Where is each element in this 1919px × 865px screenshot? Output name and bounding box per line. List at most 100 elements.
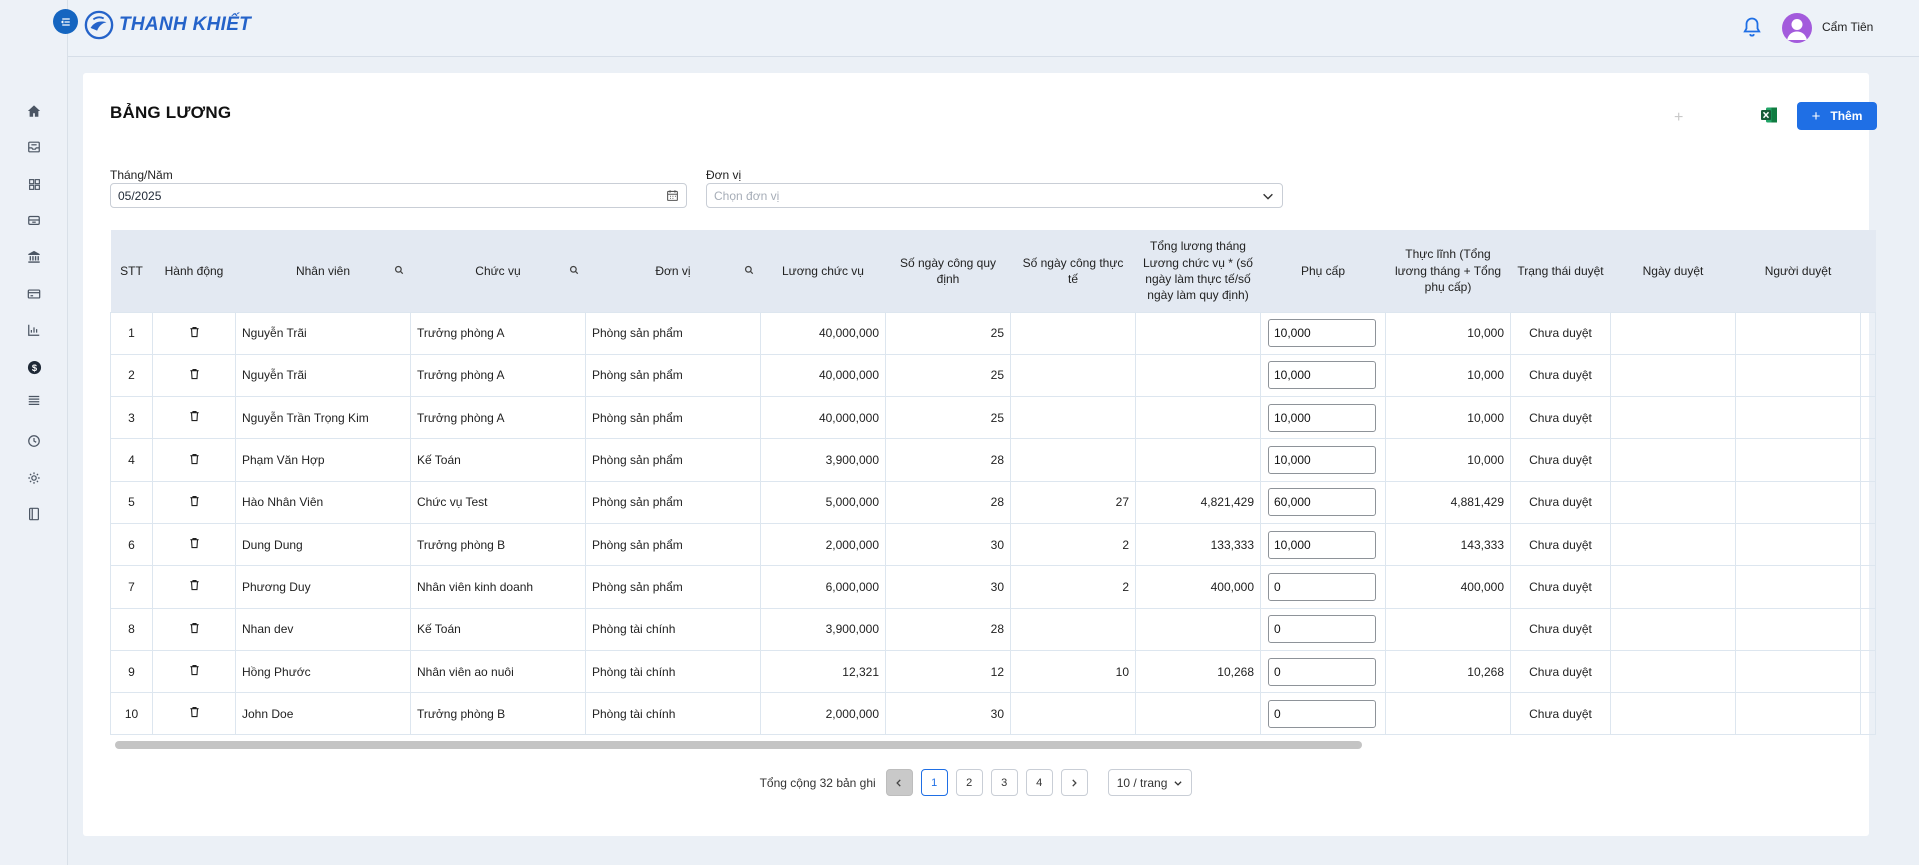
month-picker[interactable]: 05/2025: [110, 183, 687, 208]
layers-icon[interactable]: [25, 391, 43, 409]
column-header: Thực lĩnh (Tổng lương tháng + Tổng phụ c…: [1385, 230, 1511, 312]
card-icon[interactable]: [25, 285, 43, 303]
table-row[interactable]: 2 Nguyễn Trãi Trưởng phòng A Phòng sản phẩm…: [110, 353, 1876, 398]
settings-icon[interactable]: [25, 469, 43, 487]
cell-employee: Nguyễn Trãi: [235, 311, 411, 355]
delete-icon[interactable]: [189, 538, 200, 552]
delete-icon[interactable]: [189, 411, 200, 425]
cell-approver: [1735, 396, 1861, 440]
table-row[interactable]: 3 Nguyễn Trần Trọng Kim Trưởng phòng A Phòn…: [110, 396, 1876, 440]
page-size-select[interactable]: 10 / trang: [1107, 769, 1193, 796]
cell-status: Chưa duyệt: [1510, 353, 1611, 398]
cell-action: [152, 649, 236, 694]
delete-icon[interactable]: [189, 453, 200, 468]
export-excel-button[interactable]: [1760, 106, 1778, 124]
allowance-input[interactable]: [1268, 657, 1376, 686]
month-picker-value: 05/2025: [118, 188, 162, 203]
page-button-1[interactable]: 1: [920, 769, 948, 796]
cell-total: [1135, 396, 1261, 440]
grid-icon[interactable]: [25, 175, 43, 193]
salary-table-container[interactable]: STT Hành động Nhân viên Chức vụ Đơn vị L…: [110, 230, 1876, 757]
delete-icon[interactable]: [189, 368, 200, 383]
cell-action: [152, 522, 236, 567]
cell-days-required: 28: [885, 607, 1011, 651]
logo-mark-icon: [84, 10, 114, 40]
search-icon[interactable]: [569, 263, 579, 279]
plus-icon[interactable]: +: [1674, 109, 1684, 126]
search-icon[interactable]: [394, 263, 404, 279]
brand-logo[interactable]: THANH KHIẾT: [84, 10, 251, 40]
next-page-button[interactable]: [1060, 769, 1088, 796]
calendar-icon: [667, 190, 678, 201]
table-row[interactable]: 4 Phạm Văn Hợp Kế Toán Phòng sản phẩm 3,900,…: [110, 438, 1876, 482]
cell-spacer: [1860, 311, 1876, 355]
table-body: 1 Nguyễn Trãi Trưởng phòng A Phòng sản phẩm…: [110, 311, 1876, 736]
allowance-input[interactable]: [1268, 615, 1376, 644]
cell-employee: John Doe: [235, 692, 411, 736]
allowance-input[interactable]: [1268, 403, 1376, 432]
delete-icon[interactable]: [189, 326, 200, 341]
notification-button[interactable]: [1742, 16, 1762, 41]
username[interactable]: Cẩm Tiên: [1822, 20, 1874, 34]
cell-status: Chưa duyệt: [1510, 311, 1611, 355]
prev-page-button[interactable]: [885, 769, 913, 796]
history-icon[interactable]: [25, 432, 43, 450]
cell-spacer: [1860, 396, 1876, 440]
allowance-input[interactable]: [1268, 488, 1376, 517]
cell-total: [1135, 692, 1261, 736]
cell-employee: Hồng Phước: [235, 649, 411, 694]
inbox-icon[interactable]: [25, 138, 43, 156]
cell-approver: [1735, 565, 1861, 609]
chart-icon[interactable]: [25, 321, 43, 339]
cell-employee: Phạm Văn Hợp: [235, 438, 411, 482]
column-header: Lương chức vụ: [760, 230, 886, 312]
allowance-input[interactable]: [1268, 446, 1376, 475]
column-header-spacer: [1860, 230, 1876, 312]
cell-days-required: 30: [885, 565, 1011, 609]
cell-position: Nhân viên ao nuôi: [410, 649, 586, 694]
page-button-2[interactable]: 2: [955, 769, 983, 796]
column-header: Chức vụ: [410, 230, 586, 312]
box-icon[interactable]: [25, 211, 43, 229]
cell-unit: Phòng sản phẩm: [585, 480, 761, 524]
cell-salary: 2,000,000: [760, 692, 886, 736]
delete-icon[interactable]: [189, 664, 200, 679]
table-row[interactable]: 8 Nhan dev Kế Toán Phòng tài chính 3,900,000…: [110, 607, 1876, 651]
cell-days-actual: [1010, 396, 1136, 440]
allowance-input[interactable]: [1268, 530, 1376, 559]
cell-approved-date: [1610, 311, 1736, 355]
delete-icon[interactable]: [189, 622, 200, 637]
delete-icon[interactable]: [189, 707, 200, 721]
delete-icon[interactable]: [189, 495, 200, 510]
table-row[interactable]: 10 John Doe Trưởng phòng B Phòng tài chính 2…: [110, 692, 1876, 736]
avatar[interactable]: [1782, 13, 1812, 43]
table-row[interactable]: 7 Phương Duy Nhân viên kinh doanh Phòng sản…: [110, 565, 1876, 609]
excel-icon: [1761, 107, 1777, 123]
cell-position: Trưởng phòng A: [410, 353, 586, 398]
page-button-4[interactable]: 4: [1025, 769, 1053, 796]
bank-icon[interactable]: [25, 248, 43, 266]
home-icon[interactable]: [25, 102, 43, 120]
cell-allowance: [1260, 522, 1386, 567]
horizontal-scrollbar[interactable]: [115, 741, 1362, 749]
sidebar-toggle-button[interactable]: [53, 9, 78, 34]
table-row[interactable]: 1 Nguyễn Trãi Trưởng phòng A Phòng sản phẩm…: [110, 311, 1876, 355]
delete-icon[interactable]: [189, 580, 200, 594]
table-row[interactable]: 6 Dung Dung Trưởng phòng B Phòng sản phẩm 2,…: [110, 522, 1876, 567]
allowance-input[interactable]: [1268, 319, 1376, 348]
book-icon[interactable]: [25, 505, 43, 523]
allowance-input[interactable]: [1268, 572, 1376, 601]
cell-status: Chưa duyệt: [1510, 692, 1611, 736]
table-row[interactable]: 9 Hồng Phước Nhân viên ao nuôi Phòng tài ch…: [110, 649, 1876, 694]
cell-days-actual: [1010, 311, 1136, 355]
column-header: Người duyệt: [1735, 230, 1861, 312]
table-row[interactable]: 5 Hào Nhân Viên Chức vụ Test Phòng sản phẩm…: [110, 480, 1876, 524]
add-button[interactable]: + Thêm: [1797, 102, 1877, 130]
page-button-3[interactable]: 3: [990, 769, 1018, 796]
unit-select[interactable]: Chọn đơn vị: [706, 183, 1283, 208]
allowance-input[interactable]: [1268, 361, 1376, 390]
search-icon[interactable]: [744, 263, 754, 279]
allowance-input[interactable]: [1268, 699, 1376, 728]
column-header-label: Nhân viên: [295, 263, 351, 278]
dollar-icon[interactable]: $: [25, 358, 43, 376]
